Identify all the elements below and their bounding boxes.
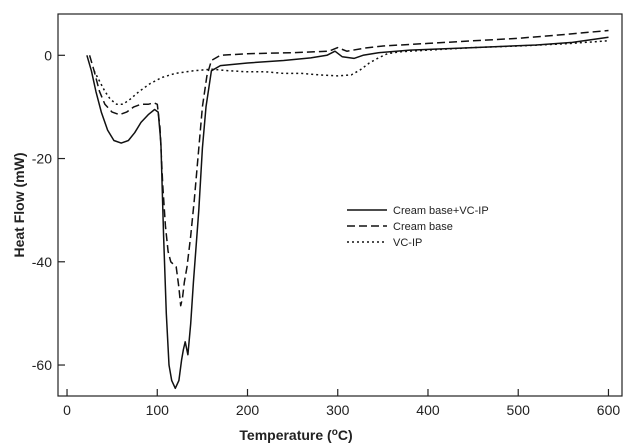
series-line-cream-base-vc-ip (86, 36, 609, 390)
x-tick-label: 200 (236, 402, 260, 418)
x-tick-label: 100 (146, 402, 170, 418)
y-axis-ticks: 0 -20 -40 -60 (32, 47, 65, 373)
legend-label-cream-base-vc-ip: Cream base+VC-IP (393, 205, 489, 217)
series-layer (86, 29, 609, 390)
y-tick-label: -40 (32, 254, 52, 270)
legend-label-cream-base: Cream base (393, 221, 453, 233)
x-tick-label: 500 (507, 402, 531, 418)
x-axis-ticks: 0 100 200 300 400 500 600 (63, 389, 620, 418)
x-tick-label: 400 (416, 402, 440, 418)
y-tick-label: 0 (44, 47, 52, 63)
legend: Cream base+VC-IP Cream base VC-IP (347, 205, 489, 249)
y-tick-label: -20 (32, 151, 52, 167)
x-tick-label: 0 (63, 402, 71, 418)
legend-label-vc-ip: VC-IP (393, 237, 422, 249)
series-line-cream-base (88, 29, 609, 307)
y-axis-title: Heat Flow (mW) (11, 153, 27, 258)
x-tick-label: 300 (326, 402, 350, 418)
series-line-vc-ip (93, 40, 609, 106)
x-tick-label: 600 (597, 402, 621, 418)
plot-frame (57, 13, 623, 397)
y-tick-label: -60 (32, 357, 52, 373)
x-axis-title: Temperature (oC) (239, 427, 352, 444)
